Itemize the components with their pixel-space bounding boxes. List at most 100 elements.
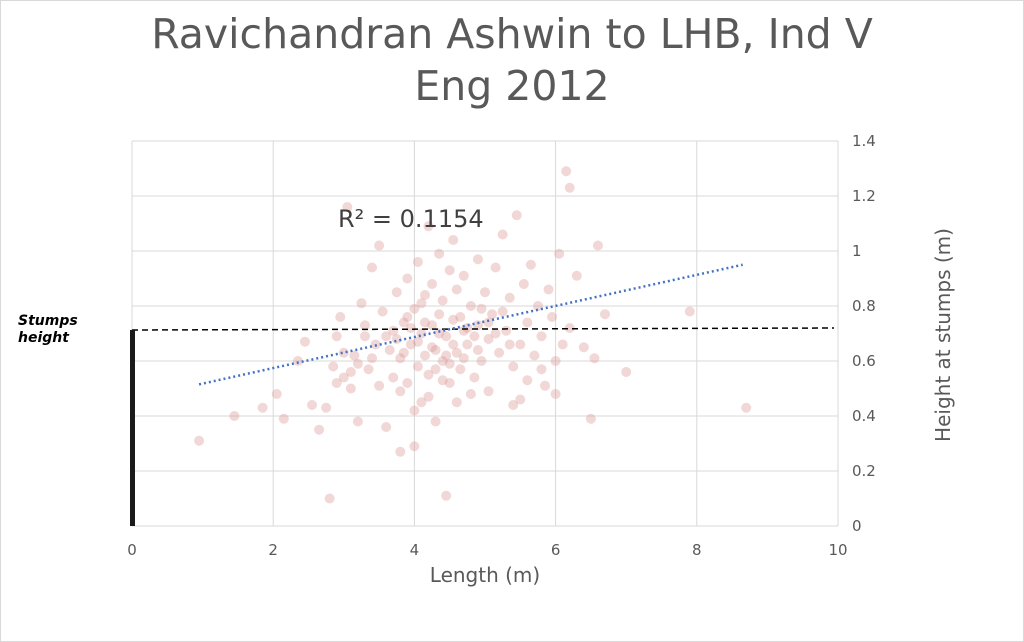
x-tick-label: 10 [828, 541, 847, 559]
data-point [391, 334, 402, 344]
data-point [504, 339, 515, 350]
stumps-height-line [131, 327, 835, 331]
data-point [430, 416, 441, 427]
data-point [409, 441, 420, 452]
data-point [561, 166, 572, 177]
data-point [314, 424, 325, 435]
data-point [402, 312, 413, 322]
y-axis-label: Height at stumps (m) [931, 228, 955, 442]
data-point [483, 386, 494, 397]
data-point [511, 210, 522, 221]
y-tick-label: 0.4 [852, 407, 876, 425]
data-point [427, 279, 438, 289]
data-point [462, 339, 473, 350]
data-point [402, 378, 413, 388]
data-point [497, 229, 508, 240]
data-point [547, 312, 558, 322]
data-point [564, 182, 575, 193]
data-point [412, 257, 423, 267]
data-point [419, 290, 430, 300]
data-point [434, 309, 445, 320]
data-point [292, 356, 303, 366]
data-point [508, 400, 519, 410]
chart-title-line2: Eng 2012 [414, 62, 610, 110]
data-point [483, 317, 494, 328]
data-point [331, 331, 342, 342]
data-point [469, 331, 480, 342]
data-point [592, 240, 603, 251]
data-point [384, 345, 395, 355]
data-point [455, 312, 466, 322]
data-point [536, 331, 547, 342]
data-point [391, 287, 402, 298]
data-point [444, 358, 455, 369]
data-point [363, 364, 374, 375]
data-point [427, 320, 438, 331]
data-point [472, 345, 483, 355]
y-tick-label: 0.6 [852, 352, 876, 370]
x-tick-label: 6 [551, 541, 561, 559]
y-tick-label: 1.4 [852, 132, 876, 150]
data-point [398, 347, 409, 358]
y-tick-label: 0.8 [852, 297, 876, 315]
data-point [476, 303, 487, 314]
data-point [522, 317, 533, 328]
data-point [342, 202, 353, 212]
data-point [554, 248, 565, 259]
data-point [451, 284, 462, 295]
data-point [515, 339, 526, 350]
data-point [409, 405, 420, 416]
data-point [412, 336, 423, 347]
data-point [359, 320, 370, 331]
data-point [472, 320, 483, 331]
data-point [434, 328, 445, 339]
data-point [451, 347, 462, 358]
data-point [532, 301, 543, 311]
data-point [324, 493, 335, 504]
data-point [381, 331, 392, 342]
data-points [194, 166, 752, 504]
data-point [571, 270, 582, 281]
data-point [525, 259, 536, 270]
data-point [377, 306, 388, 317]
data-point [412, 361, 423, 372]
data-point [550, 389, 561, 399]
data-point [374, 240, 385, 251]
x-tick-labels: 0 2 4 6 8 10 [127, 541, 847, 559]
data-point [529, 350, 540, 361]
data-point [367, 262, 378, 273]
data-point [476, 356, 487, 366]
data-point [388, 372, 399, 383]
data-point [335, 312, 346, 322]
x-axis-label: Length (m) [430, 563, 540, 587]
data-point [395, 446, 406, 457]
data-point [483, 334, 494, 344]
data-point [416, 397, 427, 408]
data-point [462, 323, 473, 333]
chart-title: Ravichandran Ashwin to LHB, Ind V Eng 20… [0, 8, 1024, 112]
y-tick-label: 0 [852, 517, 862, 535]
data-point [402, 273, 413, 284]
data-point [469, 372, 480, 383]
data-point [465, 389, 476, 399]
x-tick-label: 0 [127, 541, 137, 559]
data-point [458, 325, 469, 336]
data-point [515, 394, 526, 405]
data-point [395, 386, 406, 397]
y-tick-label: 1 [852, 242, 862, 260]
data-point [472, 254, 483, 265]
data-point [465, 301, 476, 311]
data-point [409, 303, 420, 314]
data-point [321, 402, 332, 413]
data-point [458, 270, 469, 281]
data-point [497, 306, 508, 317]
data-point [536, 364, 547, 375]
data-point [416, 298, 427, 309]
data-point [434, 248, 445, 259]
data-point [437, 356, 448, 366]
data-point [540, 380, 551, 391]
data-point [352, 416, 363, 427]
x-tick-label: 8 [692, 541, 702, 559]
x-tick-label: 4 [410, 541, 420, 559]
